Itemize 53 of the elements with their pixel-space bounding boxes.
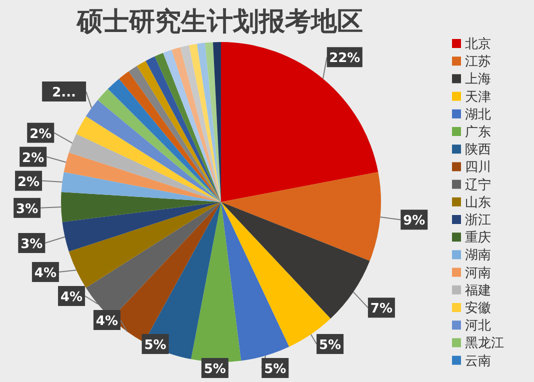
data-label: 9% <box>403 214 426 229</box>
legend-label: 四川 <box>465 160 491 176</box>
pie-slice <box>172 47 221 202</box>
pie-slice <box>76 116 221 202</box>
legend-label: 河北 <box>465 318 491 334</box>
legend-label: 广东 <box>465 125 491 140</box>
chart-title: 硕士研究生计划报考地区 <box>76 7 363 36</box>
legend-label: 浙江 <box>465 213 491 228</box>
legend-label: 重庆 <box>465 230 491 246</box>
pie-slice <box>221 202 290 361</box>
data-label: 2... <box>52 85 76 100</box>
data-label: 2% <box>30 126 52 142</box>
pie-slice <box>204 42 221 202</box>
legend-label: 山东 <box>465 195 491 210</box>
legend-label: 江苏 <box>465 54 491 70</box>
legend-label: 天津 <box>465 90 491 105</box>
legend-label: 北京 <box>465 37 491 52</box>
data-label: 5% <box>204 362 226 377</box>
data-label: 2% <box>22 150 44 166</box>
legend-label: 湖南 <box>465 248 491 264</box>
data-label: 7% <box>370 302 392 317</box>
pie-slice <box>86 100 221 202</box>
legend-label: 辽宁 <box>465 176 491 193</box>
data-label: 22% <box>329 51 360 66</box>
legend-label: 上海 <box>465 72 491 88</box>
pie-slice <box>221 42 378 202</box>
legend-label: 河南 <box>465 266 491 281</box>
data-label: 4% <box>96 314 118 329</box>
pie-slice <box>221 202 370 319</box>
legend-label: 黑龙江 <box>465 336 504 352</box>
legend-label: 云南 <box>465 354 491 369</box>
legend-label: 福建 <box>465 283 491 298</box>
pie-slice <box>189 44 221 202</box>
pie-slice <box>180 45 221 202</box>
data-label: 5% <box>264 362 286 377</box>
pie-slice <box>64 152 221 202</box>
legend-label: 陕西 <box>465 142 491 158</box>
pie-slice <box>68 134 221 202</box>
data-label: 3% <box>16 202 38 217</box>
pie-slice <box>61 172 221 202</box>
data-label: 5% <box>144 338 166 353</box>
data-label: 2% <box>17 174 40 190</box>
pie-slice <box>61 192 221 222</box>
pie-slice <box>68 202 221 288</box>
pie-slice <box>62 202 221 252</box>
legend-label: 湖北 <box>465 107 491 122</box>
data-label: 4% <box>60 290 83 305</box>
data-label: 3% <box>20 237 43 252</box>
data-label: 4% <box>34 266 57 281</box>
pie-slice <box>221 172 381 261</box>
legend-label: 安徽 <box>465 300 491 316</box>
data-label: 5% <box>319 338 342 353</box>
pie-slice <box>191 202 242 362</box>
